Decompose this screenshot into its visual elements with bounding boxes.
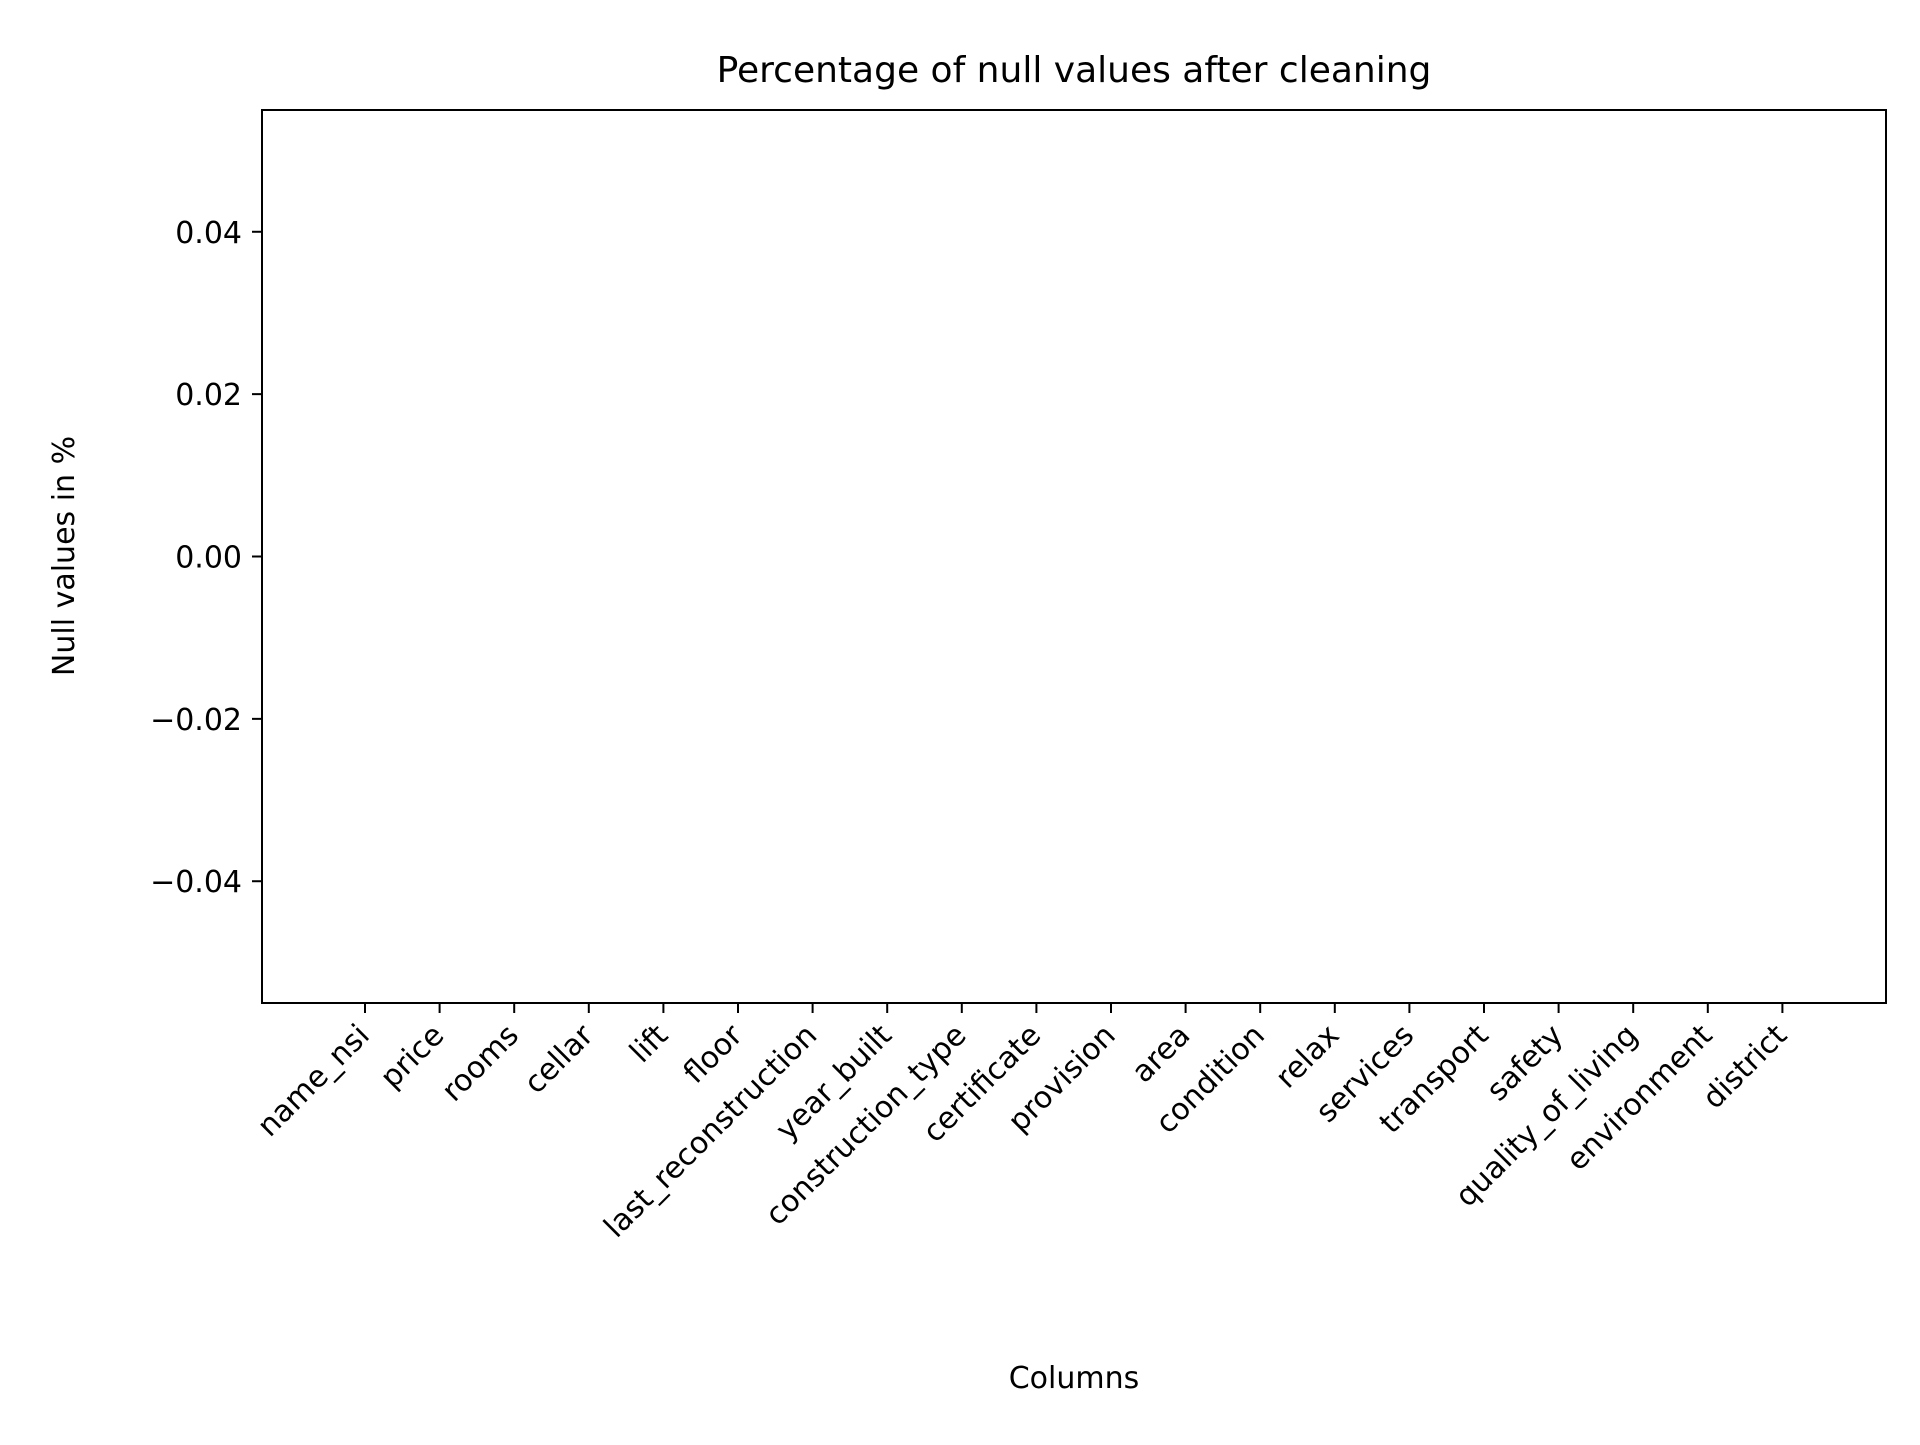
x-axis-label: Columns xyxy=(1009,1361,1140,1396)
y-tick-label: 0.02 xyxy=(175,378,242,413)
y-tick-label: −0.02 xyxy=(150,703,242,738)
y-axis-label: Null values in % xyxy=(47,436,82,676)
chart-title: Percentage of null values after cleaning xyxy=(717,50,1432,91)
plot-frame xyxy=(261,109,1887,1004)
y-tick-label: 0.00 xyxy=(175,541,242,576)
y-tick-label: −0.04 xyxy=(150,865,242,900)
y-tick-label: 0.04 xyxy=(175,216,242,251)
y-axis: 0.04 0.02 0.00 −0.02 −0.04 xyxy=(150,216,262,900)
